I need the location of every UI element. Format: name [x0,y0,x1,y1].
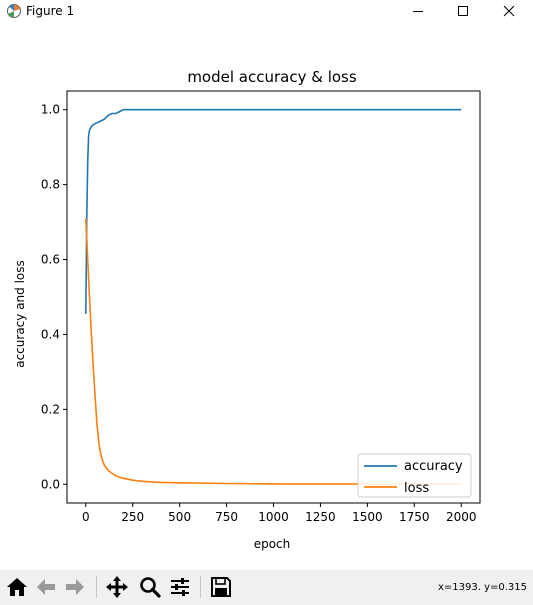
y-tick-label: 0.2 [41,402,60,416]
x-axis-label: epoch [254,537,291,551]
x-tick-label: 500 [168,510,191,524]
plot-axes-frame [66,90,481,504]
x-tick-label: 1750 [399,510,430,524]
window-title: Figure 1 [26,4,75,18]
x-tick-label: 750 [215,510,238,524]
forward-button[interactable] [62,574,88,600]
home-button[interactable] [4,574,30,600]
home-icon [7,578,27,596]
y-tick-label: 0.0 [41,477,60,491]
minimize-icon [413,11,423,12]
forward-arrow-icon [66,579,84,595]
pan-icon [106,576,128,598]
y-tick-label: 0.4 [41,327,60,341]
y-axis-label: accuracy and loss [13,260,27,368]
x-tick-label: 1250 [305,510,336,524]
chart-title: model accuracy & loss [187,68,357,86]
toolbar-separator [96,576,97,598]
legend: accuracy loss [357,453,472,498]
figure-canvas[interactable]: model accuracy & loss 0 250 500 750 1000 1250… [0,22,533,570]
configure-subplots-button[interactable] [167,574,193,600]
x-tick-label: 0 [82,510,90,524]
y-tick-label: 0.6 [41,253,60,267]
x-tick-label: 250 [121,510,144,524]
zoom-button[interactable] [137,574,163,600]
minimize-button[interactable] [395,0,441,22]
cursor-coordinates: x=1393. y=0.315 [437,582,527,593]
legend-label-accuracy: accuracy [404,459,463,474]
back-button[interactable] [33,574,59,600]
maximize-icon [458,6,468,16]
back-arrow-icon [37,579,55,595]
configure-subplots-icon [171,578,189,596]
maximize-button[interactable] [440,0,486,22]
x-tick-label: 1000 [258,510,289,524]
close-icon [503,5,515,17]
zoom-icon [140,577,161,598]
series-line-accuracy [85,108,462,314]
y-tick-label: 1.0 [41,103,60,117]
chart: model accuracy & loss 0 250 500 750 1000 1250… [13,68,481,551]
save-button[interactable] [208,574,234,600]
close-button[interactable] [486,0,532,22]
toolbar-separator [200,576,201,598]
series-line-loss [85,218,462,486]
y-tick-label: 0.8 [41,178,60,192]
matplotlib-icon [7,4,21,18]
x-tick-label: 2000 [446,510,477,524]
save-icon [211,577,231,597]
pan-button[interactable] [104,574,130,600]
legend-label-loss: loss [404,481,429,496]
window-titlebar: Figure 1 [0,0,533,22]
navigation-toolbar: x=1393. y=0.315 [0,570,533,605]
x-tick-label: 1500 [352,510,383,524]
